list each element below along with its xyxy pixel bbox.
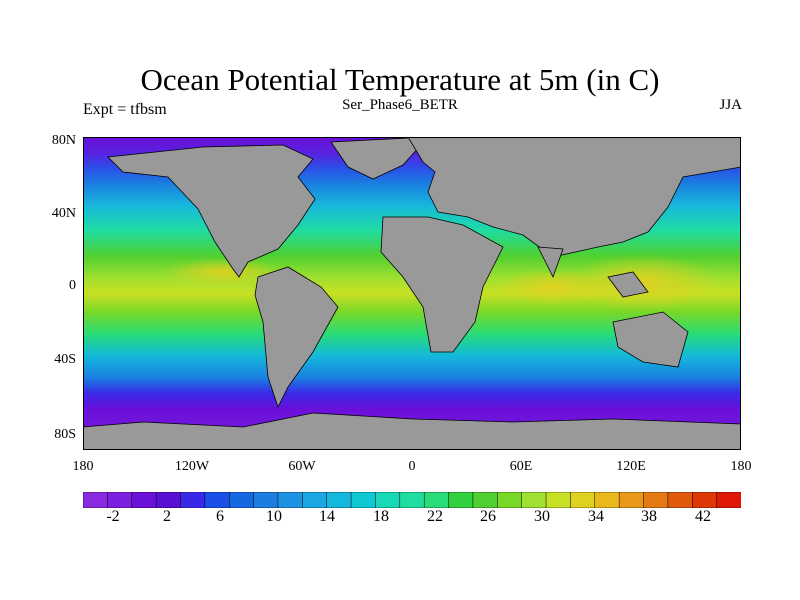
colorbar-label: 38 xyxy=(641,508,657,525)
colorbar-swatch xyxy=(399,492,425,508)
land-north-america xyxy=(107,144,316,278)
colorbar-label: 30 xyxy=(534,508,550,525)
experiment-label: Expt = tfbsm xyxy=(83,101,167,118)
colorbar-swatch xyxy=(570,492,596,508)
lon-label-180e: 180 xyxy=(730,459,752,474)
land-africa xyxy=(380,216,504,353)
lon-label-0: 0 xyxy=(408,459,416,474)
colorbar-swatch xyxy=(302,492,328,508)
colorbar-swatch xyxy=(107,492,133,508)
colorbar-swatch xyxy=(204,492,230,508)
lon-label-120e: 120E xyxy=(616,459,646,474)
colorbar-label: 34 xyxy=(588,508,604,525)
colorbar-swatch xyxy=(716,492,741,508)
colorbar-label: 14 xyxy=(319,508,335,525)
colorbar-label: 10 xyxy=(266,508,282,525)
colorbar-label: -2 xyxy=(106,508,120,525)
colorbar-swatch xyxy=(375,492,401,508)
colorbar-label: 18 xyxy=(373,508,389,525)
case-label: Ser_Phase6_BETR xyxy=(342,97,458,113)
colorbar-swatch xyxy=(545,492,571,508)
warm-pool-west-pacific xyxy=(568,254,718,310)
colorbar xyxy=(83,492,741,508)
lon-label-60w: 60W xyxy=(288,459,316,474)
colorbar-swatch xyxy=(326,492,352,508)
colorbar-label: 26 xyxy=(480,508,496,525)
colorbar-swatch xyxy=(180,492,206,508)
land-south-america xyxy=(254,266,339,409)
figure-title: Ocean Potential Temperature at 5m (in C) xyxy=(140,62,660,97)
lon-label-180w: 180 xyxy=(72,459,94,474)
colorbar-swatch xyxy=(692,492,718,508)
lon-label-120w: 120W xyxy=(174,459,210,474)
temperature-map xyxy=(83,137,741,450)
lat-label-40n: 40N xyxy=(51,206,76,221)
colorbar-swatch xyxy=(83,492,108,508)
map-frame xyxy=(83,137,741,450)
colorbar-swatch xyxy=(350,492,376,508)
colorbar-swatch xyxy=(497,492,523,508)
colorbar-swatch xyxy=(618,492,645,508)
season-label: JJA xyxy=(719,97,742,113)
warm-pool-indian-ocean xyxy=(498,269,608,305)
land-indonesia xyxy=(607,271,649,298)
lat-label-80n: 80N xyxy=(51,133,76,148)
land-antarctica xyxy=(83,412,741,450)
colorbar-swatch xyxy=(448,492,474,508)
colorbar-swatch xyxy=(667,492,693,508)
colorbar-swatch xyxy=(253,492,279,508)
warm-pool-east-pacific xyxy=(163,258,283,286)
lat-label-0: 0 xyxy=(69,278,76,293)
land-masses xyxy=(83,137,741,450)
lat-label-80s: 80S xyxy=(54,427,76,442)
lat-label-40s: 40S xyxy=(54,352,76,367)
colorbar-label: 2 xyxy=(163,508,171,525)
land-india xyxy=(537,246,564,279)
colorbar-swatch xyxy=(423,492,450,508)
colorbar-swatch xyxy=(521,492,547,508)
colorbar-swatch xyxy=(472,492,498,508)
colorbar-swatch xyxy=(131,492,157,508)
lon-label-60e: 60E xyxy=(509,459,533,474)
colorbar-swatch xyxy=(594,492,620,508)
colorbar-swatch xyxy=(277,492,303,508)
colorbar-label: 42 xyxy=(695,508,711,525)
colorbar-label: 6 xyxy=(216,508,224,525)
land-australia xyxy=(612,311,689,368)
colorbar-label: 22 xyxy=(427,508,443,525)
colorbar-swatch xyxy=(228,492,255,508)
colorbar-swatch xyxy=(155,492,182,508)
colorbar-swatch xyxy=(643,492,669,508)
